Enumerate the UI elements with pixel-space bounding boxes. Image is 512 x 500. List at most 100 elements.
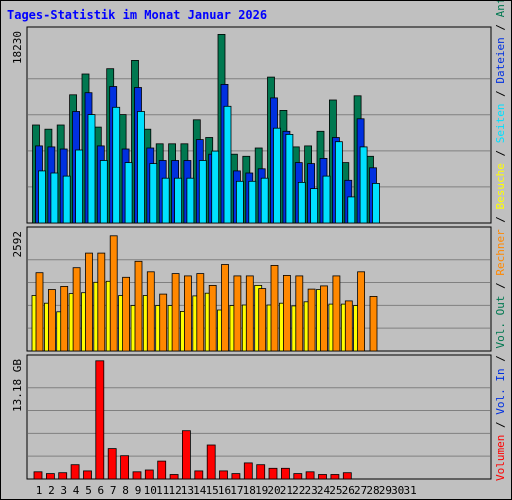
bar-rechner-day-5: [85, 252, 93, 352]
bar-rechner-day-3: [60, 285, 69, 352]
bar-volumen-day-23: [305, 471, 315, 480]
bar-rechner-day-22: [295, 275, 304, 352]
x-tick-label: 16: [218, 484, 231, 497]
bar-rechner-day-11: [159, 293, 168, 352]
x-tick-label: 26: [342, 484, 355, 497]
x-tick-label: 9: [135, 484, 142, 497]
x-tick-label: 7: [110, 484, 117, 497]
bar-rechner-day-1: [35, 272, 44, 352]
legend-part: /: [494, 349, 507, 369]
ymax-label-requests: 18230: [11, 31, 24, 64]
legend-part: /: [494, 17, 507, 37]
bar-volumen-day-4: [70, 464, 80, 480]
bar-volumen-day-20: [268, 467, 278, 480]
bar-volumen-day-22: [293, 473, 303, 480]
bar-seiten-day-27: [359, 146, 368, 224]
bar-volumen-day-24: [318, 474, 327, 480]
legend-vertical: Volumen / Vol. In / Vol. Out / Rechner /…: [494, 1, 507, 481]
bar-seiten-day-10: [149, 163, 158, 224]
bar-volumen-day-6: [95, 360, 105, 480]
x-tick-label: 25: [329, 484, 342, 497]
bar-seiten-day-13: [186, 177, 195, 224]
x-tick-label: 31: [403, 484, 416, 497]
bar-seiten-day-7: [112, 106, 121, 224]
bar-volumen-day-15: [206, 444, 216, 480]
bar-rechner-day-18: [245, 275, 254, 352]
bar-seiten-day-9: [137, 111, 145, 224]
x-tick-label: 1: [36, 484, 43, 497]
x-tick-label: 6: [97, 484, 104, 497]
x-tick-label: 14: [193, 484, 207, 497]
bar-seiten-day-11: [161, 177, 170, 224]
legend-part: Vol. Out: [494, 296, 507, 349]
bar-seiten-day-22: [297, 181, 306, 224]
legend-part: /: [494, 209, 507, 229]
x-tick-label: 15: [206, 484, 219, 497]
bar-volumen-day-7: [107, 448, 117, 480]
x-tick-label: 12: [168, 484, 181, 497]
legend-part: Dateien: [494, 37, 507, 83]
ymax-label-volume: 13.18 GB: [11, 359, 24, 412]
x-tick-label: 17: [230, 484, 243, 497]
bar-volumen-day-14: [194, 470, 204, 480]
bar-rechner-day-19: [258, 288, 267, 352]
bar-volumen-day-21: [280, 467, 290, 480]
x-tick-label: 22: [292, 484, 305, 497]
bar-volumen-day-8: [120, 455, 129, 480]
x-tick-label: 10: [144, 484, 157, 497]
bar-seiten-day-1: [38, 170, 46, 224]
bar-seiten-day-3: [62, 175, 71, 224]
bar-seiten-day-26: [347, 196, 356, 224]
bar-volumen-day-10: [144, 469, 154, 480]
bar-rechner-day-17: [233, 275, 242, 352]
x-tick-label: 2: [48, 484, 55, 497]
bar-volumen-day-17: [231, 473, 241, 480]
bar-rechner-day-14: [196, 273, 205, 352]
bar-seiten-day-28: [372, 182, 380, 224]
bar-seiten-day-14: [198, 160, 207, 224]
bar-seiten-day-25: [334, 141, 343, 224]
bar-volumen-day-16: [219, 470, 228, 480]
bar-volumen-day-12: [169, 474, 179, 480]
bar-seiten-day-20: [273, 127, 281, 224]
legend-part: Rechner: [494, 229, 507, 276]
chart-title: Tages-Statistik im Monat Januar 2026: [7, 8, 268, 22]
bar-rechner-day-10: [146, 271, 155, 352]
bar-seiten-day-2: [50, 172, 59, 224]
x-tick-label: 24: [317, 484, 331, 497]
panel-volume-area: [26, 354, 492, 480]
x-tick-label: 23: [304, 484, 317, 497]
bar-seiten-day-19: [260, 177, 269, 224]
bar-rechner-day-21: [282, 274, 291, 352]
bar-volumen-day-26: [342, 472, 352, 480]
bar-rechner-day-15: [208, 284, 217, 352]
bar-seiten-day-16: [223, 105, 232, 224]
bar-rechner-day-12: [171, 273, 180, 352]
legend-part: Seiten: [494, 103, 507, 143]
bar-rechner-day-23: [307, 288, 316, 352]
bar-seiten-day-8: [124, 162, 133, 224]
bar-seiten-day-6: [99, 160, 108, 224]
bar-seiten-day-24: [322, 175, 331, 224]
x-tick-label: 28: [366, 484, 379, 497]
x-tick-label: 13: [181, 484, 194, 497]
bar-volumen-day-19: [256, 464, 266, 480]
legend-part: Vol. In: [494, 368, 507, 414]
panel-requests: 18230: [11, 26, 492, 224]
panel-volume: 13.18 GB: [11, 354, 492, 480]
ymax-label-visits: 2592: [11, 231, 24, 258]
bar-rechner-day-28: [369, 295, 378, 352]
bar-seiten-day-12: [174, 177, 183, 224]
bar-rechner-day-27: [357, 271, 366, 352]
x-tick-label: 30: [391, 484, 404, 497]
x-tick-label: 11: [156, 484, 169, 497]
bar-rechner-day-7: [109, 235, 118, 352]
bar-volumen-day-5: [83, 470, 92, 480]
bar-volumen-day-3: [58, 472, 68, 480]
bar-rechner-day-6: [97, 252, 106, 352]
bar-rechner-day-25: [332, 275, 341, 352]
x-tick-label: 5: [85, 484, 92, 497]
bar-volumen-day-18: [243, 462, 253, 480]
bar-rechner-day-9: [134, 260, 143, 352]
